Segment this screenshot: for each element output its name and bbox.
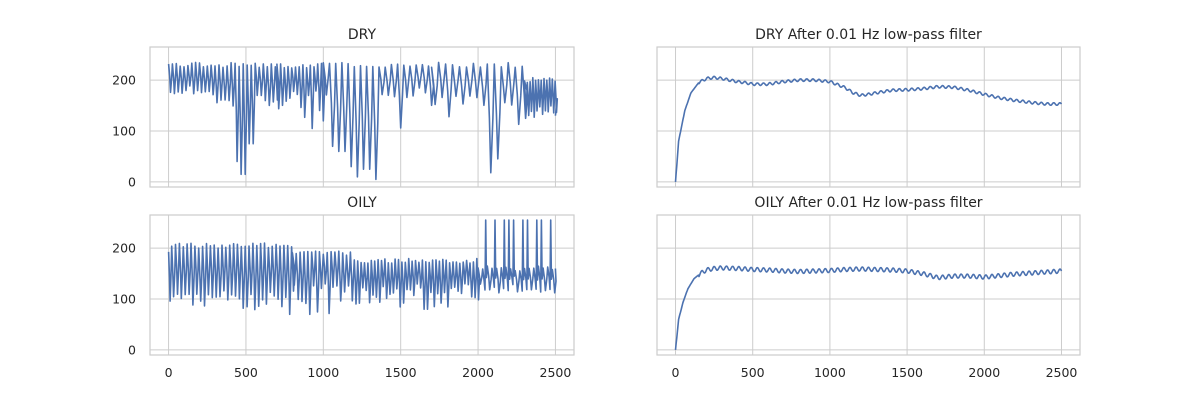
series-line: [167, 219, 557, 316]
y-tick-label: 100: [112, 124, 136, 139]
x-tick-label: 2000: [968, 365, 1000, 380]
x-tick-label: 1500: [385, 365, 417, 380]
axes-frame: [656, 46, 1081, 188]
x-tick-label: 0: [672, 365, 680, 380]
series-line: [674, 75, 1063, 182]
axes-frame: [149, 46, 575, 188]
plot-area: [657, 47, 1080, 187]
x-tick-label: 500: [741, 365, 765, 380]
y-tick-label: 100: [112, 292, 136, 307]
y-tick-label: 0: [128, 174, 136, 189]
series-line: [674, 265, 1063, 350]
panel-title: DRY: [348, 27, 377, 43]
x-tick-label: 500: [234, 365, 258, 380]
x-tick-label: 2500: [540, 365, 572, 380]
y-tick-label: 200: [112, 73, 136, 88]
panel-title: DRY After 0.01 Hz low-pass filter: [755, 27, 982, 43]
panel-title: OILY: [347, 195, 377, 211]
plot-area: [657, 215, 1080, 355]
panel-dry: DRY 0 100 200: [112, 27, 575, 189]
y-tick-label: 0: [128, 342, 136, 357]
x-tick-label: 0: [165, 365, 173, 380]
axes-frame: [656, 214, 1081, 356]
x-tick-label: 1000: [814, 365, 846, 380]
x-tick-label: 2000: [462, 365, 494, 380]
panel-oily-filtered: OILY After 0.01 Hz low-pass filter 0 500 10…: [656, 195, 1081, 380]
x-tick-label: 1000: [307, 365, 339, 380]
panel-title: OILY After 0.01 Hz low-pass filter: [754, 195, 982, 211]
x-tick-label: 2500: [1046, 365, 1078, 380]
series-line: [167, 61, 559, 181]
panel-dry-filtered: DRY After 0.01 Hz low-pass filter: [656, 27, 1081, 188]
y-tick-label: 200: [112, 241, 136, 256]
axes-frame: [149, 214, 575, 356]
x-tick-label: 1500: [891, 365, 923, 380]
